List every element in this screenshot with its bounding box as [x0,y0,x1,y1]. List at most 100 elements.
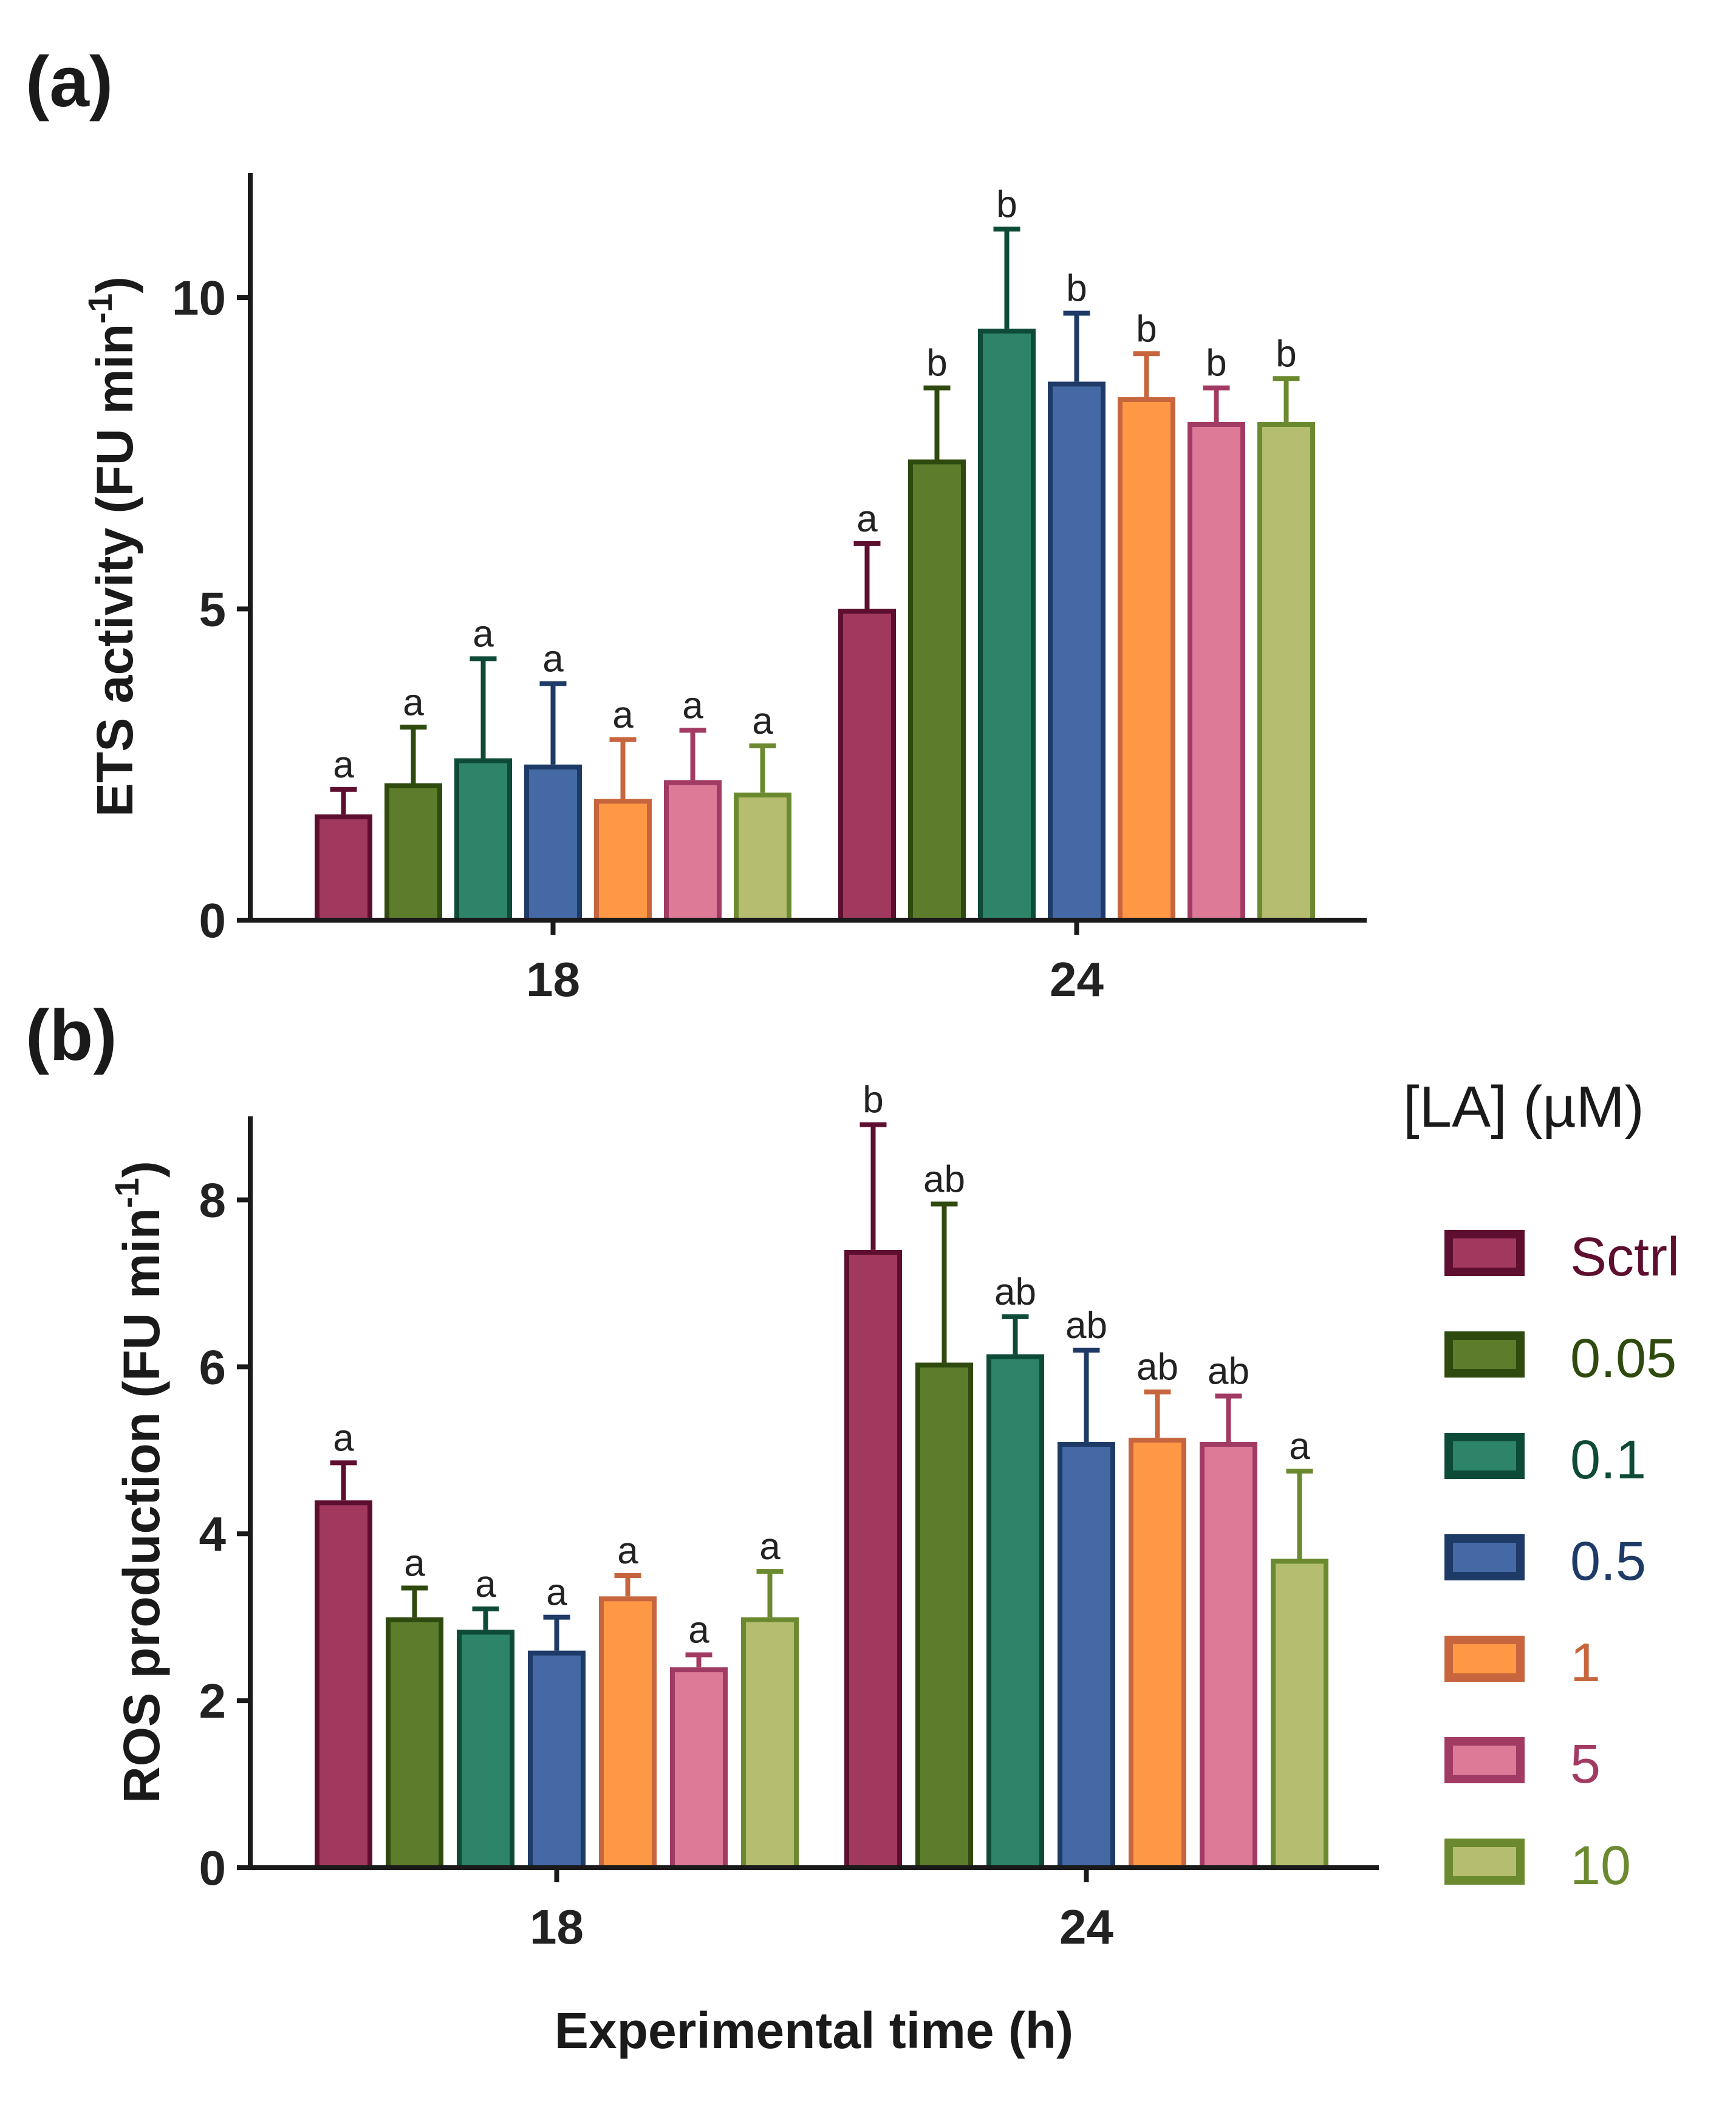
panel-a-y-axis-title-exponent: -1 [81,293,119,324]
panel-b-x-ticks: 18 24 [530,1868,1114,1954]
significance-letter: a [473,613,494,655]
significance-letter: a [856,498,878,540]
bar [1129,1438,1186,1870]
bar [1058,1442,1115,1871]
legend-swatch [1444,1737,1525,1783]
bar [1048,381,1106,923]
legend-label: 0.05 [1570,1328,1676,1389]
significance-letter: b [863,1079,883,1121]
legend-label: Sctrl [1570,1227,1680,1288]
bar [315,1500,372,1870]
significance-letter: a [475,1563,496,1605]
legend-label: 0.5 [1570,1531,1646,1592]
bar [986,1354,1044,1870]
bar [838,609,896,923]
significance-letter: ab [1136,1347,1178,1388]
bar [1257,422,1315,923]
significance-letter: a [546,1572,567,1614]
panel-b-y-ticks: 0 2 4 6 8 [199,1173,250,1895]
significance-letter: a [333,1417,354,1459]
bar [664,780,722,923]
legend-label: 0.1 [1570,1430,1646,1491]
panel-a-y-axis-title: ETS activity (FU min-1) [81,276,143,817]
bar [844,1249,902,1870]
bar [670,1667,728,1870]
significance-letter: ab [1065,1305,1107,1347]
panel-b-y-axis-title: ROS production (FU min-1) [108,1161,170,1803]
panel-a-label: (a) [26,42,113,122]
bar [915,1362,973,1871]
x-tick-label: 24 [1050,952,1104,1006]
significance-letter: a [688,1610,709,1651]
y-tick-label: 2 [199,1674,227,1728]
bar [1118,397,1175,923]
bar [1271,1559,1328,1870]
significance-letter: a [404,1543,425,1585]
panel-b-y-axis-title-close: ) [113,1161,170,1178]
significance-letter: a [403,681,424,723]
significance-letter: a [1289,1426,1310,1467]
legend-swatch [1444,1230,1525,1276]
legend-label: 5 [1570,1734,1601,1795]
significance-letter: a [333,744,354,786]
bar [315,814,372,923]
y-tick-label: 0 [199,893,227,948]
significance-letter: b [996,183,1017,225]
panel-a-y-ticks: 0 5 10 [172,271,250,948]
y-tick-label: 4 [199,1507,227,1561]
panel-a-bars: a a a a a a a a b b b b b b [315,183,1315,923]
significance-letter: ab [923,1158,965,1200]
panel-a-x-ticks: 18 24 [526,920,1104,1006]
bar [741,1617,799,1871]
significance-letter: a [752,700,773,742]
legend-swatch [1444,1433,1525,1479]
bar [1200,1442,1257,1871]
bar [457,1630,514,1871]
significance-letter: b [926,343,947,384]
bar [386,1617,443,1871]
y-tick-label: 0 [199,1841,227,1895]
legend-title: [LA] (µM) [1403,1074,1644,1139]
x-axis-title: Experimental time (h) [555,2002,1073,2059]
legend-label: 10 [1570,1836,1631,1896]
significance-letter: a [759,1526,781,1568]
legend-label: 1 [1570,1633,1601,1693]
bar [734,792,791,923]
bar [908,459,966,923]
legend-swatch [1444,1534,1525,1580]
legend-swatch [1444,1636,1525,1682]
legend: [LA] (µM) Sctrl 0.05 0.1 0.5 1 5 10 [1403,1074,1680,1896]
significance-letter: a [542,638,564,680]
significance-letter: b [1136,308,1157,350]
y-tick-label: 10 [172,271,226,325]
significance-letter: ab [1208,1350,1249,1392]
panel-b-y-axis-title-exponent: -1 [108,1178,146,1208]
bar [978,329,1036,923]
y-tick-label: 5 [199,582,227,637]
bar [528,1650,586,1871]
panel-b-label: (b) [26,995,117,1076]
bar [1188,422,1245,923]
bar [384,783,442,923]
x-tick-label: 18 [526,952,580,1006]
panel-b-y-axis-title-main: ROS production (FU min [113,1208,170,1803]
y-tick-label: 6 [199,1340,227,1394]
x-tick-label: 24 [1059,1900,1113,1954]
significance-letter: b [1066,268,1087,310]
significance-letter: ab [994,1271,1036,1313]
legend-items: Sctrl 0.05 0.1 0.5 1 5 10 [1444,1227,1680,1896]
legend-swatch [1444,1331,1525,1378]
significance-letter: a [617,1530,638,1572]
significance-letter: a [612,694,634,736]
bar [599,1596,657,1871]
bar [524,764,582,923]
significance-letter: b [1276,333,1296,375]
panel-a-y-axis-title-close: ) [86,276,143,293]
panel-a-y-axis-title-main: ETS activity (FU min [86,324,143,817]
x-tick-label: 18 [530,1900,584,1954]
significance-letter: b [1206,343,1226,384]
